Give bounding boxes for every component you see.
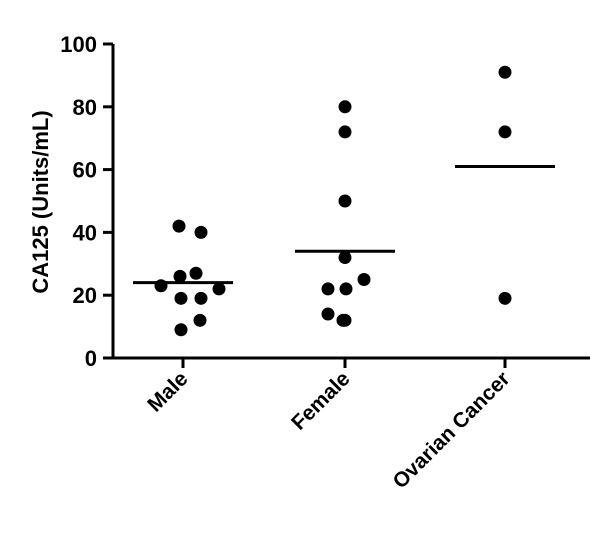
data-point (189, 266, 203, 280)
x-tick-label: Male (143, 367, 192, 416)
data-point (498, 65, 512, 79)
data-point (172, 219, 186, 233)
y-tick-label: 100 (60, 32, 97, 57)
x-tick-label: Ovarian Cancer (388, 367, 514, 493)
data-point (338, 194, 352, 208)
data-point (498, 291, 512, 305)
y-axis: 0 20 40 60 80 100 (60, 32, 115, 371)
data-point (338, 125, 352, 139)
data-point (194, 291, 208, 305)
data-point (357, 273, 371, 286)
data-point (194, 225, 208, 239)
y-tick-label: 60 (73, 158, 97, 183)
data-point (338, 100, 352, 114)
y-tick-label: 0 (85, 346, 97, 371)
data-point (174, 291, 188, 305)
y-tick-label: 20 (73, 283, 97, 308)
data-point (212, 282, 226, 296)
data-point (338, 251, 352, 265)
data-point (338, 313, 352, 327)
data-point (339, 282, 353, 296)
data-point (321, 282, 335, 296)
data-point (193, 313, 207, 327)
data-marks (133, 65, 555, 337)
data-point (321, 307, 335, 321)
data-point (498, 125, 512, 139)
data-point (174, 323, 188, 337)
y-axis-label: CA125 (Units/mL) (28, 110, 53, 293)
x-tick-label: Female (287, 367, 354, 434)
y-tick-label: 80 (73, 95, 97, 120)
data-point (173, 269, 187, 283)
x-axis: Male Female Ovarian Cancer (113, 356, 590, 493)
y-tick-label: 40 (73, 220, 97, 245)
